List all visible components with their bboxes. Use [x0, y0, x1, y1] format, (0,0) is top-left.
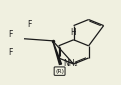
Text: F: F [9, 48, 13, 57]
Polygon shape [53, 41, 62, 64]
Text: NH₂: NH₂ [64, 59, 78, 68]
Text: F: F [9, 30, 13, 39]
Text: (R): (R) [55, 69, 64, 74]
FancyBboxPatch shape [54, 67, 65, 75]
Text: F: F [27, 20, 32, 29]
Text: H: H [70, 28, 76, 37]
